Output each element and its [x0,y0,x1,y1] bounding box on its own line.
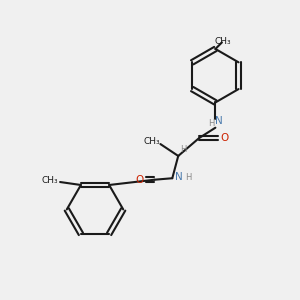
Text: H: H [180,145,187,154]
Text: N: N [215,116,223,126]
Text: H: H [185,173,192,182]
Text: CH₃: CH₃ [143,136,160,146]
Text: H: H [208,119,214,128]
Text: O: O [135,175,143,185]
Text: CH₃: CH₃ [41,176,58,185]
Text: CH₃: CH₃ [214,37,231,46]
Text: N: N [175,172,183,182]
Text: O: O [220,133,228,143]
